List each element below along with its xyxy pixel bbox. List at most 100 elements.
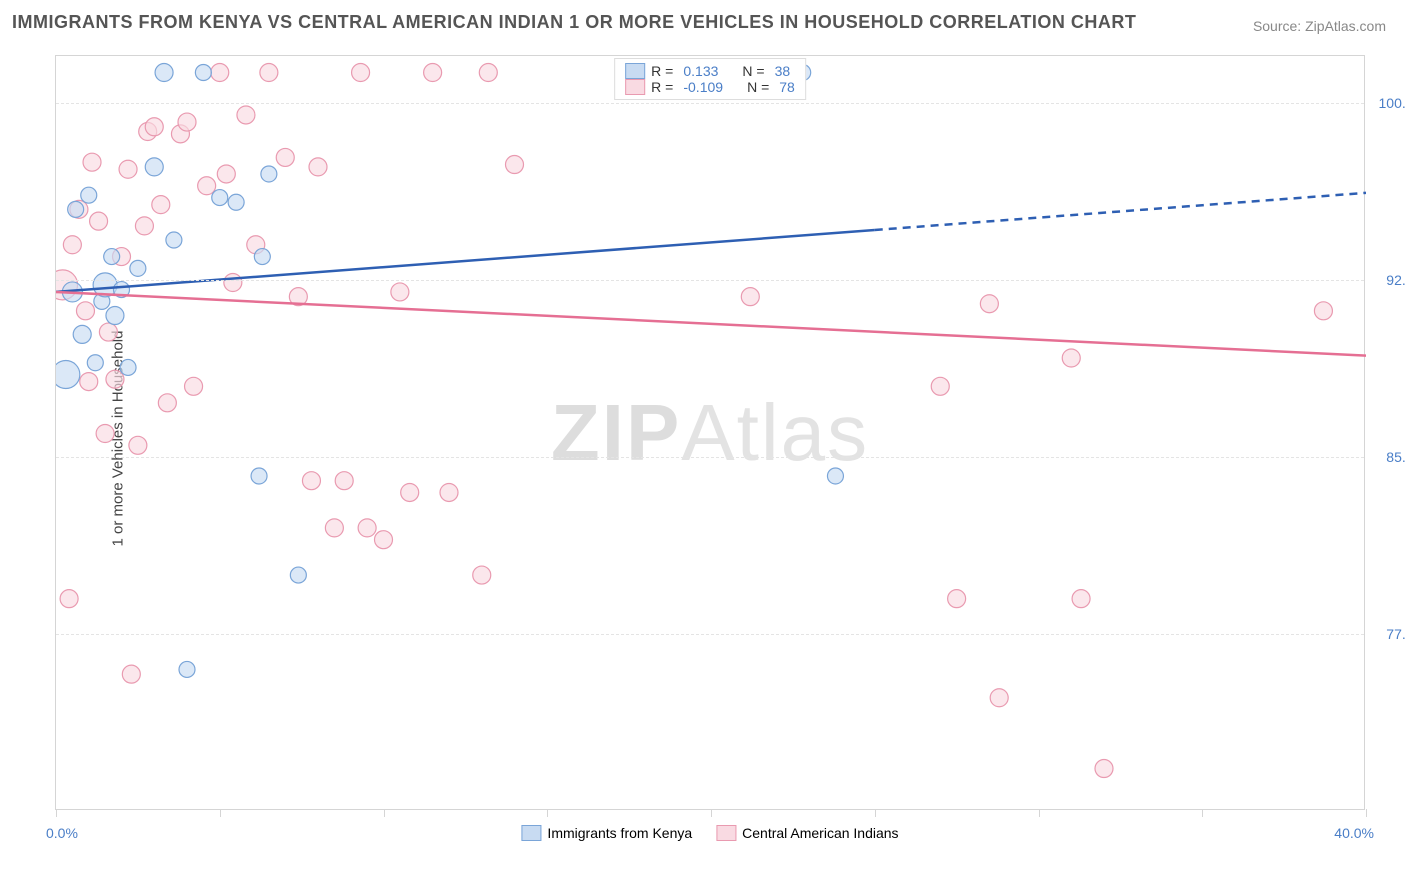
data-point: [506, 156, 524, 174]
xtick: [384, 809, 385, 817]
data-point: [1062, 349, 1080, 367]
xtick: [1366, 809, 1367, 817]
data-point: [391, 283, 409, 301]
data-point: [80, 373, 98, 391]
data-point: [145, 118, 163, 136]
data-point: [228, 194, 244, 210]
data-point: [212, 190, 228, 206]
legend-label-cai: Central American Indians: [742, 825, 898, 841]
data-point: [211, 64, 229, 82]
data-point: [104, 249, 120, 265]
data-point: [1095, 760, 1113, 778]
legend-row-cai: R = -0.109 N = 78: [625, 79, 795, 95]
r-label: R =: [651, 63, 673, 79]
data-point: [948, 590, 966, 608]
n-label: N =: [747, 79, 769, 95]
ytick-label: 100.0%: [1370, 95, 1406, 111]
n-label: N =: [742, 63, 764, 79]
xtick: [1039, 809, 1040, 817]
regression-line: [56, 292, 1366, 356]
data-point: [135, 217, 153, 235]
data-point: [129, 436, 147, 454]
xtick: [56, 809, 57, 817]
n-value-cai: 78: [779, 79, 795, 95]
swatch-cai: [625, 79, 645, 95]
data-point: [120, 359, 136, 375]
data-point: [335, 472, 353, 490]
data-point: [90, 212, 108, 230]
data-point: [145, 158, 163, 176]
data-point: [401, 483, 419, 501]
correlation-legend: R = 0.133 N = 38 R = -0.109 N = 78: [614, 58, 806, 100]
legend-item-cai: Central American Indians: [716, 825, 898, 841]
data-point: [56, 361, 80, 389]
data-point: [325, 519, 343, 537]
data-point: [237, 106, 255, 124]
xtick: [220, 809, 221, 817]
data-point: [217, 165, 235, 183]
data-point: [290, 567, 306, 583]
data-point: [96, 425, 114, 443]
data-point: [260, 64, 278, 82]
data-point: [68, 201, 84, 217]
data-point: [827, 468, 843, 484]
gridline: [56, 280, 1364, 281]
data-point: [479, 64, 497, 82]
data-point: [60, 590, 78, 608]
r-value-cai: -0.109: [683, 79, 723, 95]
swatch-kenya-icon: [521, 825, 541, 841]
chart-svg: [56, 56, 1366, 811]
data-point: [352, 64, 370, 82]
data-point: [276, 148, 294, 166]
data-point: [224, 274, 242, 292]
data-point: [122, 665, 140, 683]
data-point: [358, 519, 376, 537]
series-legend: Immigrants from Kenya Central American I…: [521, 825, 898, 841]
source-attribution: Source: ZipAtlas.com: [1253, 18, 1386, 34]
data-point: [166, 232, 182, 248]
data-point: [261, 166, 277, 182]
r-value-kenya: 0.133: [683, 63, 718, 79]
gridline: [56, 457, 1364, 458]
xtick: [711, 809, 712, 817]
gridline: [56, 634, 1364, 635]
legend-row-kenya: R = 0.133 N = 38: [625, 63, 795, 79]
xtick: [547, 809, 548, 817]
data-point: [99, 323, 117, 341]
data-point: [195, 65, 211, 81]
n-value-kenya: 38: [775, 63, 791, 79]
data-point: [424, 64, 442, 82]
data-point: [83, 153, 101, 171]
data-point: [251, 468, 267, 484]
legend-label-kenya: Immigrants from Kenya: [547, 825, 692, 841]
ytick-label: 85.0%: [1370, 449, 1406, 465]
data-point: [155, 64, 173, 82]
data-point: [106, 307, 124, 325]
data-point: [119, 160, 137, 178]
ytick-label: 77.5%: [1370, 626, 1406, 642]
data-point: [106, 370, 124, 388]
data-point: [440, 483, 458, 501]
data-point: [152, 196, 170, 214]
data-point: [179, 661, 195, 677]
data-point: [980, 295, 998, 313]
xtick: [1202, 809, 1203, 817]
data-point: [741, 288, 759, 306]
data-point: [130, 260, 146, 276]
data-point: [87, 355, 103, 371]
data-point: [178, 113, 196, 131]
data-point: [990, 689, 1008, 707]
data-point: [1072, 590, 1090, 608]
data-point: [254, 249, 270, 265]
chart-title: IMMIGRANTS FROM KENYA VS CENTRAL AMERICA…: [12, 12, 1136, 33]
data-point: [76, 302, 94, 320]
chart-container: IMMIGRANTS FROM KENYA VS CENTRAL AMERICA…: [0, 0, 1406, 892]
legend-item-kenya: Immigrants from Kenya: [521, 825, 692, 841]
regression-line-dashed: [875, 193, 1366, 230]
data-point: [185, 377, 203, 395]
plot-area: ZIPAtlas R = 0.133 N = 38 R = -0.109 N =…: [55, 55, 1365, 810]
xtick: [875, 809, 876, 817]
data-point: [1314, 302, 1332, 320]
data-point: [81, 187, 97, 203]
ytick-label: 92.5%: [1370, 272, 1406, 288]
